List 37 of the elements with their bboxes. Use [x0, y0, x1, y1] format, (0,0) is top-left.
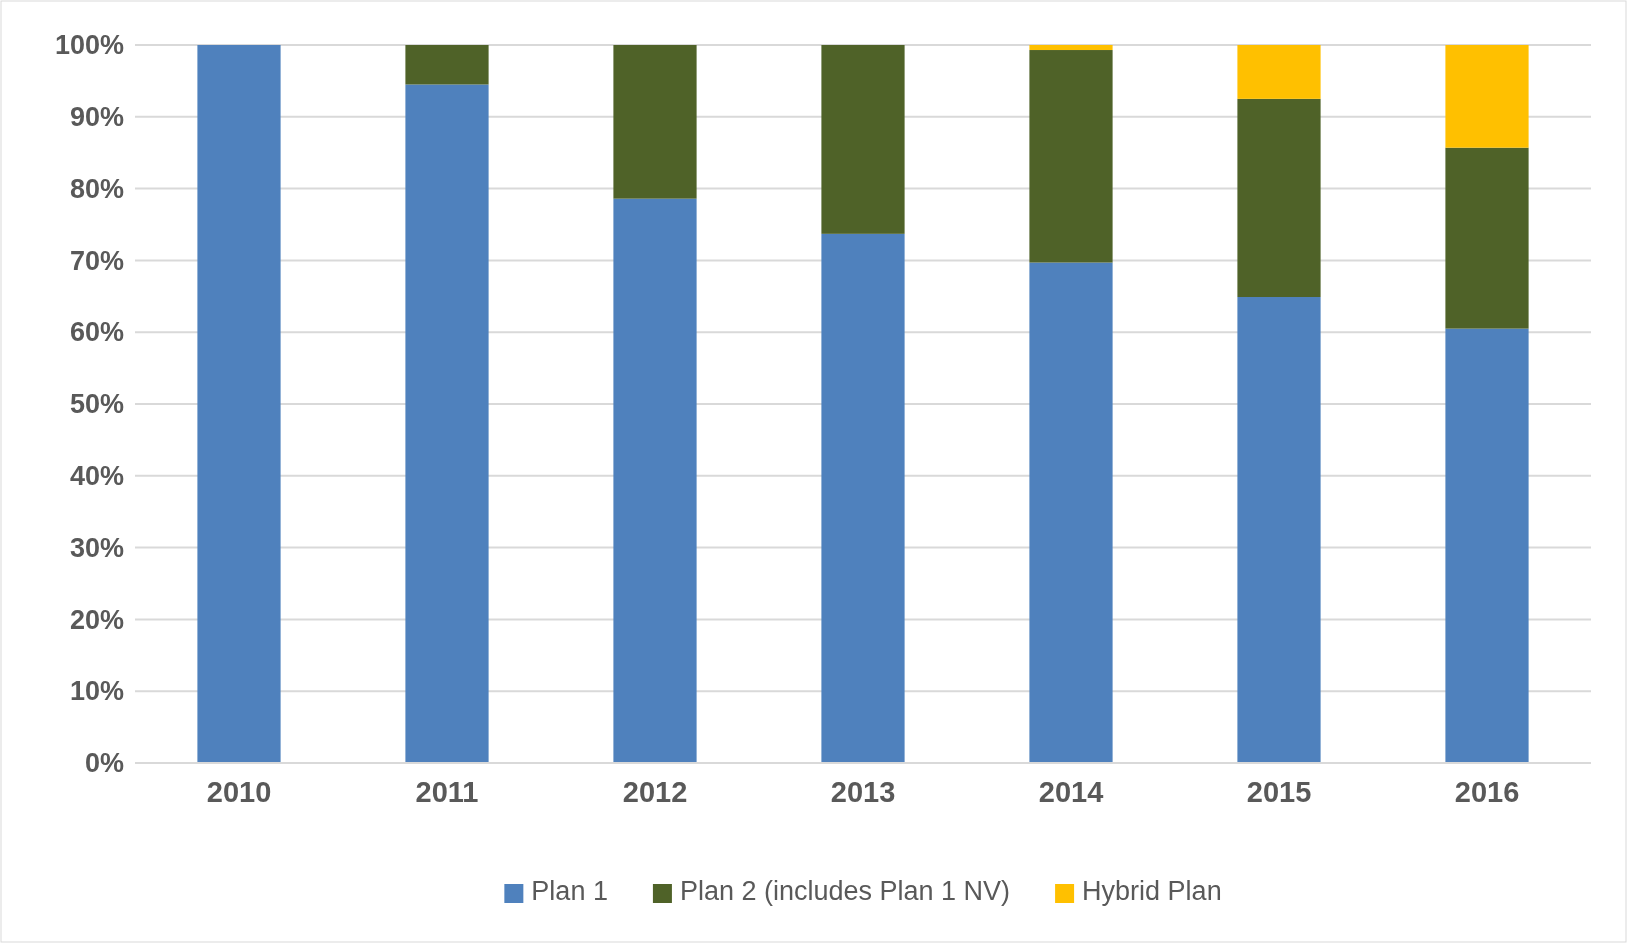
bar	[1029, 262, 1113, 763]
bar	[1445, 328, 1529, 763]
bar	[1237, 297, 1321, 763]
y-tick-label: 90%	[69, 101, 124, 132]
legend-label: Plan 1	[531, 876, 608, 906]
legend-label: Plan 2 (includes Plan 1 NV)	[679, 876, 1011, 906]
y-tick-label: 10%	[69, 676, 124, 707]
bar	[405, 84, 489, 763]
bar	[1445, 45, 1529, 148]
bar	[1237, 98, 1321, 298]
x-tick-label: 2015	[1246, 776, 1312, 809]
bar	[405, 45, 489, 85]
legend-label: Hybrid Plan	[1082, 876, 1222, 906]
y-tick-label: 0%	[84, 748, 124, 779]
y-tick-label: 30%	[69, 532, 124, 563]
bar	[821, 233, 905, 763]
x-tick-label: 2011	[415, 776, 479, 809]
y-tick-label: 50%	[69, 389, 124, 420]
x-tick-label: 2012	[622, 776, 688, 809]
x-tick-label: 2013	[830, 776, 896, 809]
x-tick-label: 2014	[1038, 776, 1104, 809]
y-tick-label: 70%	[69, 245, 124, 276]
bar	[613, 198, 697, 763]
bar	[821, 45, 905, 234]
x-tick-label: 2016	[1454, 776, 1520, 809]
x-tick-label: 2010	[206, 776, 272, 809]
y-tick-label: 40%	[69, 460, 124, 491]
bar	[197, 45, 281, 763]
bar	[1029, 45, 1113, 51]
y-tick-label: 60%	[69, 317, 124, 348]
bar	[1029, 50, 1113, 263]
bar	[1445, 147, 1529, 329]
y-tick-label: 20%	[69, 604, 124, 635]
bar	[613, 45, 697, 199]
y-tick-label: 100%	[54, 30, 124, 61]
bar	[1237, 45, 1321, 99]
y-tick-label: 80%	[69, 173, 124, 204]
